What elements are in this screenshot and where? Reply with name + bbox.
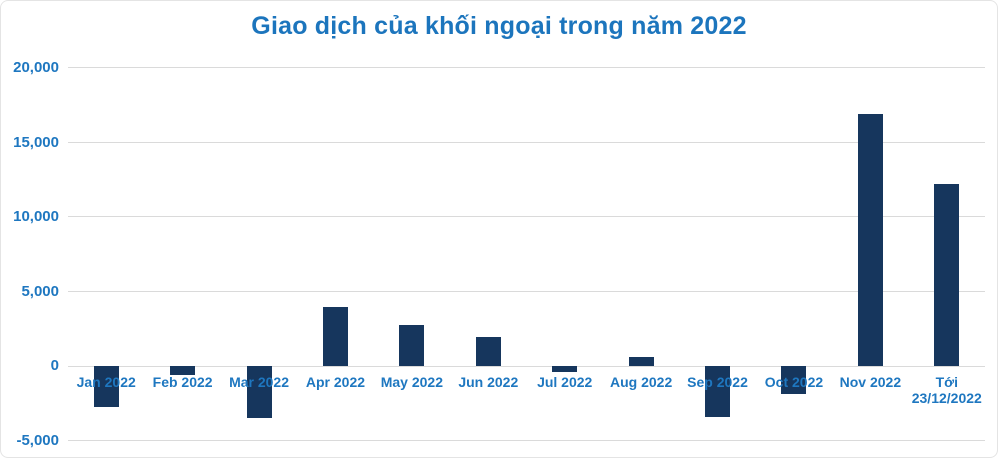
x-axis-label: Nov 2022 (839, 374, 902, 391)
bar (93, 366, 119, 408)
gridline (68, 67, 985, 69)
x-axis-label: May 2022 (380, 374, 444, 391)
y-axis-tick-label: 5,000 (21, 282, 59, 300)
bar (628, 357, 654, 367)
bar (322, 306, 348, 367)
y-axis-tick-label: 0 (50, 357, 59, 375)
bar (934, 183, 960, 367)
y-axis-tick-label: 20,000 (13, 59, 59, 76)
gridline (68, 440, 985, 442)
y-axis-tick-label: 10,000 (13, 208, 59, 226)
x-axis-label: Jun 2022 (458, 374, 519, 391)
x-axis-label: Aug 2022 (610, 374, 673, 391)
bar (246, 366, 272, 418)
y-axis-tick-label: 15,000 (13, 133, 59, 151)
gridline (68, 216, 985, 218)
gridline (68, 291, 985, 293)
bar (170, 366, 196, 375)
x-axis-label: Feb 2022 (152, 374, 213, 391)
x-axis-label: Oct 2022 (764, 374, 824, 391)
x-axis-label: Apr 2022 (305, 374, 366, 391)
bar (475, 337, 501, 367)
gridline (68, 141, 985, 143)
x-axis-label: Mar 2022 (229, 374, 289, 391)
bar (781, 366, 807, 394)
x-axis-label: Jan 2022 (76, 374, 136, 391)
x-axis-label: Sep 2022 (687, 374, 748, 391)
bar (552, 366, 578, 373)
chart-title: Giao dịch của khối ngoại trong năm 2022 (251, 12, 747, 40)
x-axis-label: Jul 2022 (537, 374, 593, 391)
bar (705, 366, 731, 418)
gridline (68, 365, 985, 367)
x-axis-label: Tới 23/12/2022 (911, 374, 982, 407)
y-axis-tick-label: -5,000 (16, 432, 59, 449)
bar (857, 113, 883, 367)
bar (399, 325, 425, 367)
